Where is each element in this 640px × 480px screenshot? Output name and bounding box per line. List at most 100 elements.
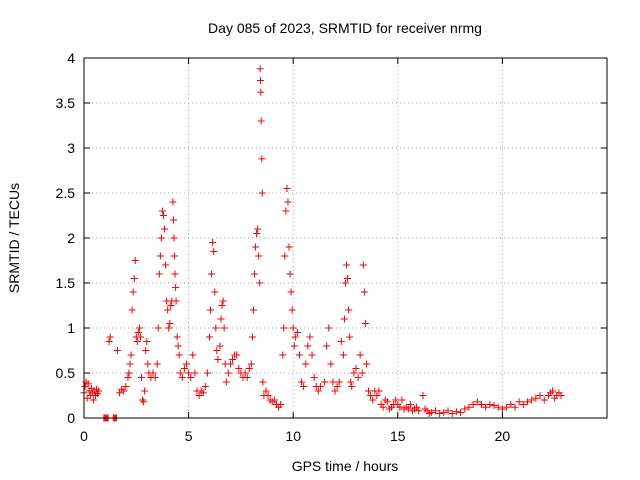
data-point <box>213 347 221 354</box>
data-point <box>482 403 490 411</box>
data-point <box>255 252 263 260</box>
data-point <box>344 275 352 282</box>
data-point <box>361 320 369 327</box>
data-points <box>80 65 565 422</box>
data-point <box>128 306 136 314</box>
data-point <box>153 360 161 368</box>
data-point <box>507 401 515 408</box>
data-point <box>241 369 249 377</box>
data-point <box>226 360 234 368</box>
data-point <box>143 338 151 345</box>
data-point <box>139 396 147 404</box>
data-point <box>281 252 289 260</box>
data-point <box>302 360 310 368</box>
data-point <box>511 403 519 411</box>
data-point <box>127 351 135 359</box>
data-point <box>216 342 224 350</box>
data-point <box>140 398 148 406</box>
data-point <box>229 356 237 363</box>
data-point <box>170 234 178 242</box>
data-point <box>532 394 540 402</box>
data-point <box>436 410 444 417</box>
data-point <box>170 252 178 260</box>
data-point <box>465 403 473 411</box>
data-point <box>130 275 138 282</box>
data-point <box>379 403 387 411</box>
data-point <box>352 365 360 372</box>
data-point <box>413 403 421 411</box>
data-point <box>373 392 381 399</box>
data-point <box>131 257 139 264</box>
data-point <box>325 324 333 332</box>
data-point <box>252 243 260 251</box>
data-point <box>440 409 448 417</box>
data-point <box>191 369 199 377</box>
data-point <box>289 324 297 332</box>
data-point <box>151 374 159 381</box>
data-point <box>406 401 414 408</box>
data-point <box>195 392 203 399</box>
data-point <box>457 409 465 417</box>
y-tick-label: 2 <box>67 230 75 246</box>
data-point <box>369 396 377 404</box>
data-point <box>358 369 366 377</box>
data-point <box>283 185 291 192</box>
data-point <box>348 383 356 390</box>
data-point <box>162 261 170 269</box>
data-point <box>327 360 335 368</box>
data-point <box>396 403 404 411</box>
data-point <box>286 270 294 278</box>
data-point <box>164 306 172 314</box>
data-point <box>172 284 180 291</box>
x-tick-label: 5 <box>185 428 193 444</box>
data-point <box>171 270 179 278</box>
data-point <box>189 351 197 359</box>
data-point <box>206 333 214 341</box>
data-point <box>473 398 481 406</box>
data-point <box>259 378 267 386</box>
x-tick-label: 10 <box>285 428 301 444</box>
data-point <box>404 405 412 413</box>
data-point <box>174 342 182 350</box>
data-point <box>170 216 178 224</box>
data-point <box>180 365 188 372</box>
y-tick-label: 2.5 <box>56 185 76 201</box>
data-point <box>169 198 177 206</box>
data-point <box>342 279 349 287</box>
data-point <box>134 329 142 336</box>
data-point <box>469 401 477 408</box>
x-tick-label: 0 <box>80 428 88 444</box>
data-point <box>323 342 331 350</box>
y-tick-label: 3 <box>67 140 75 156</box>
data-point <box>359 261 367 269</box>
data-point <box>165 324 173 332</box>
data-point <box>122 383 130 390</box>
data-point <box>199 389 207 397</box>
data-point <box>258 155 266 163</box>
data-point <box>427 409 435 417</box>
data-point <box>284 198 292 206</box>
data-point <box>477 401 485 408</box>
data-point <box>288 306 296 314</box>
data-point <box>176 369 184 377</box>
data-point <box>335 378 343 386</box>
data-point <box>375 387 383 395</box>
data-point <box>300 383 308 390</box>
data-point <box>201 383 209 390</box>
data-point <box>207 306 215 314</box>
y-tick-label: 0 <box>67 410 75 426</box>
data-point <box>264 392 272 399</box>
data-point <box>178 374 186 381</box>
data-point <box>220 324 228 332</box>
data-point <box>329 378 337 386</box>
data-point <box>540 396 548 404</box>
data-point <box>287 288 295 296</box>
data-point <box>392 396 400 404</box>
data-point <box>257 117 265 125</box>
data-point <box>365 387 373 395</box>
data-point <box>175 351 183 359</box>
data-point <box>290 342 298 350</box>
data-point <box>494 403 502 411</box>
data-point <box>515 398 523 406</box>
y-tick-label: 1.5 <box>56 275 76 291</box>
